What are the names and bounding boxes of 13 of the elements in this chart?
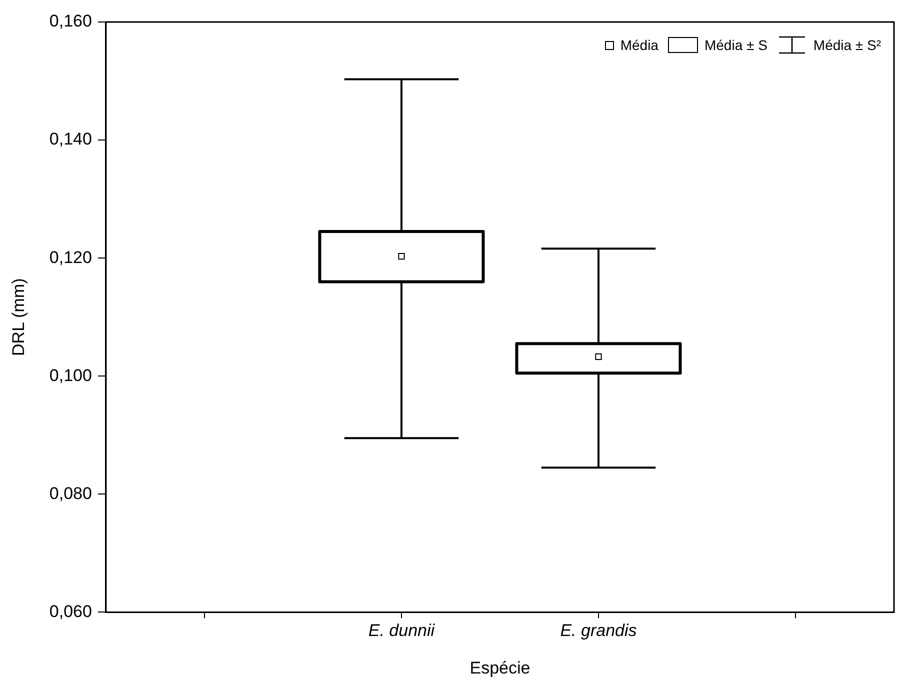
x-tick-label: E. grandis xyxy=(560,621,638,640)
y-tick-label: 0,100 xyxy=(49,366,92,385)
annotation: Média ± S xyxy=(704,37,768,53)
y-tick-label: 0,060 xyxy=(49,602,92,621)
x-axis-title: Espécie xyxy=(470,658,530,678)
y-tick-label: 0,140 xyxy=(49,130,92,149)
x-tick-label: E. dunnii xyxy=(368,621,436,640)
annotation: Média xyxy=(620,37,658,53)
y-axis-title: DRL (mm) xyxy=(8,278,28,356)
y-tick-label: 0,120 xyxy=(49,248,92,267)
y-tick-label: 0,160 xyxy=(49,12,92,31)
annotation: Média ± S² xyxy=(813,37,881,53)
y-tick-label: 0,080 xyxy=(49,484,92,503)
